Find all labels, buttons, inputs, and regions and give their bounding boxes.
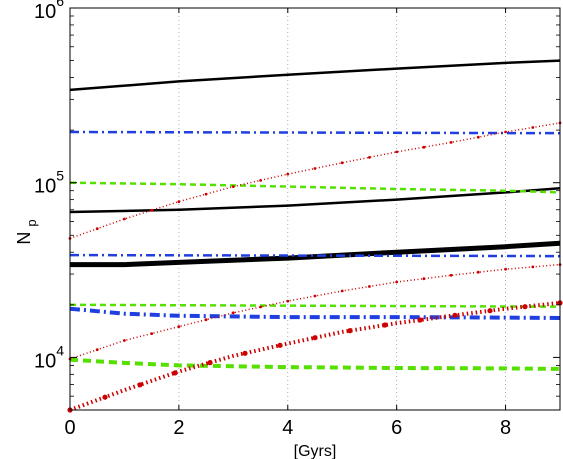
y-axis-label: N p xyxy=(14,219,39,244)
series-marker xyxy=(150,208,154,212)
series-marker xyxy=(277,342,283,348)
x-tick-label: 4 xyxy=(282,417,293,439)
series-line-12 xyxy=(69,300,561,412)
series-line-7 xyxy=(69,181,561,194)
series-marker xyxy=(531,265,535,269)
series-marker xyxy=(476,270,480,274)
series-marker xyxy=(340,289,344,293)
series-layer xyxy=(67,59,563,413)
series-marker xyxy=(123,217,126,221)
series-marker xyxy=(417,317,423,323)
series-marker xyxy=(452,312,458,318)
series-marker xyxy=(449,141,453,144)
series-marker xyxy=(395,280,399,284)
series-marker xyxy=(204,318,208,322)
x-tick-label: 8 xyxy=(500,417,511,439)
series-marker xyxy=(368,156,371,159)
x-tick-label: 6 xyxy=(391,417,402,439)
series-line-8 xyxy=(69,303,561,308)
series-marker xyxy=(347,328,353,334)
series-marker xyxy=(259,179,262,182)
y-tick-label: 106 xyxy=(34,0,64,23)
series-marker xyxy=(522,304,528,310)
series-marker xyxy=(207,360,213,366)
series-marker xyxy=(313,167,317,170)
series-marker xyxy=(286,299,290,303)
series-marker xyxy=(102,394,108,400)
y-tick-label: 104 xyxy=(34,342,64,372)
series-marker xyxy=(476,135,480,139)
series-marker xyxy=(368,285,371,288)
series-marker xyxy=(395,150,399,154)
series-marker xyxy=(177,200,181,204)
series-line-9 xyxy=(69,357,561,371)
series-marker xyxy=(531,126,535,129)
series-marker xyxy=(313,294,317,298)
series-marker xyxy=(504,130,507,134)
series-marker xyxy=(382,322,388,328)
series-marker xyxy=(504,267,507,271)
x-tick-label: 0 xyxy=(64,417,75,439)
series-marker xyxy=(137,382,143,388)
series-marker xyxy=(286,172,290,176)
series-line-3 xyxy=(70,240,561,268)
series-markers-11 xyxy=(68,263,562,361)
series-marker xyxy=(422,277,426,281)
series-marker xyxy=(172,370,178,376)
plot-frame xyxy=(69,7,561,411)
x-axis-label: [Gyrs] xyxy=(294,443,337,459)
series-marker xyxy=(312,335,318,341)
series-marker xyxy=(231,185,235,189)
series-marker xyxy=(150,332,154,335)
series-marker xyxy=(95,348,99,352)
series-line-6 xyxy=(69,306,561,320)
series-marker xyxy=(231,311,235,315)
axis-ticks: 0 2 4 6 8 104 105 106 xyxy=(34,0,560,439)
series-marker xyxy=(123,339,126,342)
series-markers-12 xyxy=(67,300,563,413)
series-line-1 xyxy=(69,59,561,92)
series-marker xyxy=(242,350,248,356)
series-marker xyxy=(340,161,344,165)
series-marker xyxy=(449,273,453,277)
series-marker xyxy=(422,145,426,149)
series-marker xyxy=(487,308,493,314)
series-marker xyxy=(204,192,208,196)
y-axis-label-main: N xyxy=(14,232,34,245)
y-tick-label: 105 xyxy=(34,168,64,198)
series-marker xyxy=(177,325,181,328)
svg-text:N p: N p xyxy=(14,219,39,244)
y-axis-label-subscript: p xyxy=(24,219,39,226)
series-marker xyxy=(259,305,262,309)
x-tick-label: 2 xyxy=(173,417,184,439)
series-line-4 xyxy=(69,130,561,135)
plot-background xyxy=(70,8,560,410)
series-line-5 xyxy=(69,253,561,258)
series-markers-10 xyxy=(68,121,562,240)
series-marker xyxy=(95,227,99,231)
